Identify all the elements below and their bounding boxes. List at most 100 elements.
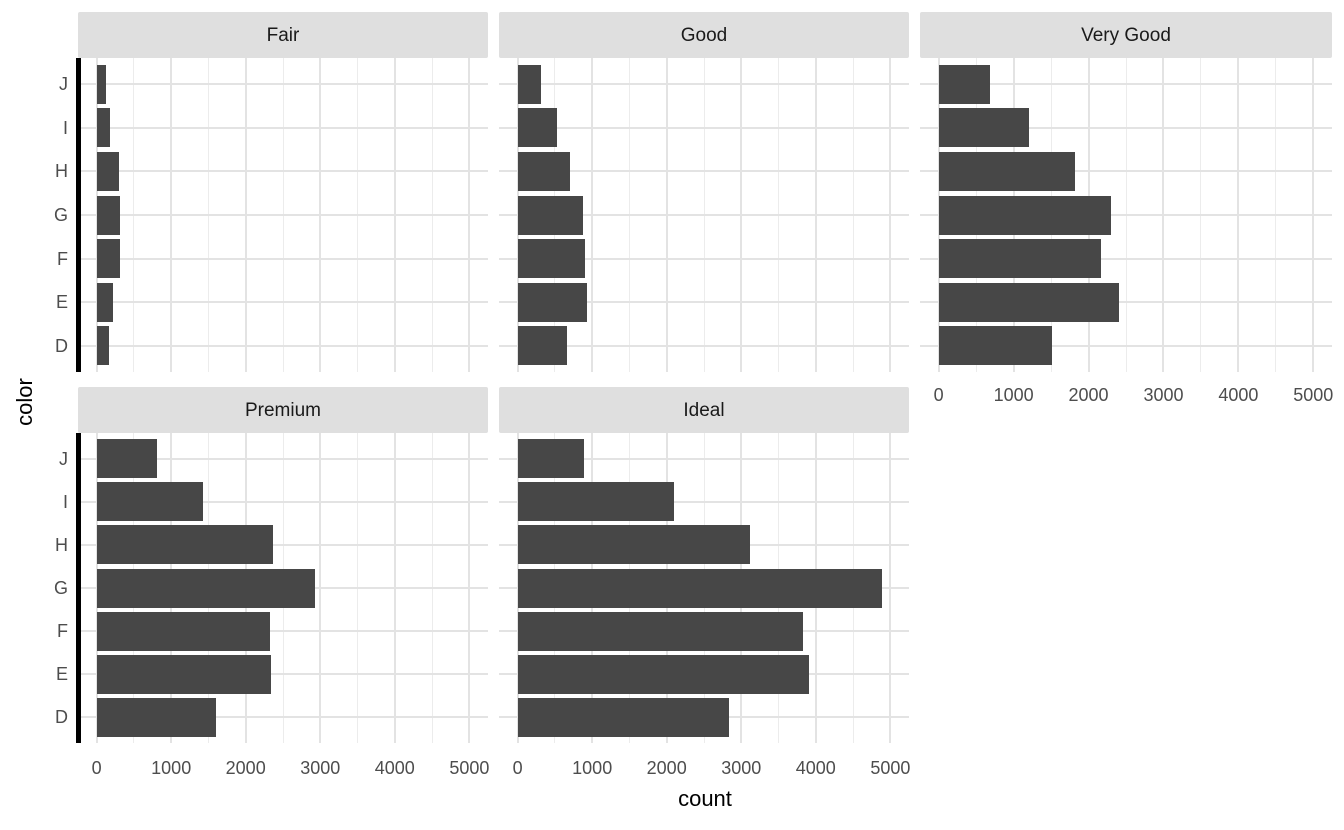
gridline-major bbox=[78, 214, 488, 216]
bar-ideal-f bbox=[517, 611, 803, 651]
gridline-major bbox=[499, 344, 909, 347]
facet-strip-very-good: Very Good bbox=[920, 12, 1332, 58]
gridline-major bbox=[78, 126, 488, 129]
y-tick-label: H bbox=[55, 161, 68, 182]
y-tick-label: F bbox=[57, 621, 68, 642]
facet-strip-fair: Fair bbox=[78, 12, 488, 58]
bar-ideal-j bbox=[517, 439, 585, 479]
x-tick-label: 4000 bbox=[374, 758, 415, 778]
y-tick-label: I bbox=[62, 117, 68, 138]
gridline-major bbox=[920, 301, 1332, 304]
bar-premium-h bbox=[96, 525, 273, 565]
gridline-major bbox=[78, 673, 488, 676]
y-axis-title: color bbox=[12, 378, 37, 426]
bar-very-good-d bbox=[938, 326, 1053, 366]
x-tick-label: 3000 bbox=[300, 758, 341, 778]
y-tick-label: H bbox=[55, 534, 68, 555]
y-tick-label: I bbox=[62, 491, 68, 512]
bar-ideal-h bbox=[517, 525, 750, 565]
bar-premium-d bbox=[96, 697, 217, 737]
facet-panel-ideal bbox=[499, 433, 909, 743]
gridline-major bbox=[78, 543, 488, 546]
y-tick-label: G bbox=[53, 578, 68, 598]
bar-premium-e bbox=[96, 654, 271, 694]
facet-strip-good: Good bbox=[499, 12, 909, 58]
bar-fair-f bbox=[96, 239, 120, 279]
bar-fair-d bbox=[96, 326, 109, 366]
bar-fair-i bbox=[96, 108, 110, 148]
bar-good-g bbox=[517, 195, 583, 235]
y-axis-line bbox=[76, 433, 81, 743]
bar-fair-e bbox=[96, 282, 114, 322]
x-tick-label: 1000 bbox=[151, 758, 192, 778]
gridline-major bbox=[499, 126, 909, 129]
gridline-major bbox=[920, 257, 1332, 260]
y-tick-label: D bbox=[55, 707, 68, 728]
gridline-major bbox=[920, 126, 1332, 129]
gridline-major bbox=[78, 630, 488, 633]
facet-panel-fair bbox=[78, 58, 488, 372]
gridline-major bbox=[78, 344, 488, 347]
bar-ideal-g bbox=[517, 568, 882, 608]
bar-very-good-g bbox=[938, 195, 1111, 235]
x-tick-label: 0 bbox=[91, 758, 102, 778]
x-tick-label: 2000 bbox=[225, 758, 266, 778]
bar-premium-i bbox=[96, 482, 204, 522]
facet-panel-very-good bbox=[920, 58, 1332, 372]
x-tick-label: 2000 bbox=[646, 758, 687, 778]
facet-strip-label: Fair bbox=[266, 24, 300, 46]
gridline-major bbox=[78, 83, 488, 86]
y-tick-label: E bbox=[55, 292, 68, 313]
gridline-major bbox=[499, 457, 909, 460]
y-tick-label: J bbox=[59, 448, 68, 469]
x-tick-label: 2000 bbox=[1068, 385, 1109, 405]
bar-very-good-h bbox=[938, 151, 1076, 191]
x-tick-label: 5000 bbox=[449, 758, 490, 778]
x-tick-label: 3000 bbox=[721, 758, 762, 778]
gridline-major bbox=[78, 170, 488, 173]
gridline-major bbox=[78, 457, 488, 460]
bar-fair-h bbox=[96, 151, 120, 191]
x-tick-label: 5000 bbox=[870, 758, 911, 778]
bar-premium-j bbox=[96, 439, 157, 479]
y-tick-label: F bbox=[57, 248, 68, 269]
x-tick-label: 5000 bbox=[1293, 385, 1334, 405]
bar-ideal-i bbox=[517, 482, 674, 522]
facet-strip-label: Very Good bbox=[1081, 24, 1171, 46]
bar-good-i bbox=[517, 108, 557, 148]
bar-very-good-f bbox=[938, 239, 1101, 279]
gridline-major bbox=[920, 214, 1332, 216]
gridline-major bbox=[920, 83, 1332, 86]
y-tick-label: G bbox=[53, 205, 68, 225]
x-tick-label: 1000 bbox=[572, 758, 613, 778]
facet-strip-label: Premium bbox=[244, 399, 321, 421]
gridline-major bbox=[78, 257, 488, 260]
gridline-major bbox=[499, 170, 909, 173]
bar-very-good-e bbox=[938, 282, 1119, 322]
gridline-major bbox=[920, 170, 1332, 173]
bar-good-f bbox=[517, 239, 586, 279]
facet-strip-ideal: Ideal bbox=[499, 387, 909, 433]
bar-very-good-j bbox=[938, 64, 990, 104]
bar-good-e bbox=[517, 282, 588, 322]
bar-good-j bbox=[517, 64, 541, 104]
facet-panel-good bbox=[499, 58, 909, 372]
gridline-major bbox=[499, 214, 909, 216]
gridline-major bbox=[78, 301, 488, 304]
bar-premium-f bbox=[96, 611, 271, 651]
gridline-major bbox=[499, 301, 909, 304]
bar-good-d bbox=[517, 326, 567, 366]
y-tick-label: J bbox=[59, 74, 68, 95]
y-tick-label: E bbox=[55, 664, 68, 685]
x-tick-label: 0 bbox=[512, 758, 523, 778]
x-tick-label: 0 bbox=[933, 385, 944, 405]
x-tick-label: 3000 bbox=[1143, 385, 1184, 405]
facet-panel-premium bbox=[78, 433, 488, 743]
facet-strip-premium: Premium bbox=[78, 387, 488, 433]
x-axis-title: count bbox=[678, 786, 732, 811]
bar-fair-g bbox=[96, 195, 121, 235]
x-tick-label: 4000 bbox=[795, 758, 836, 778]
gridline-major bbox=[78, 716, 488, 719]
bar-ideal-e bbox=[517, 654, 809, 694]
gridline-major bbox=[499, 500, 909, 503]
